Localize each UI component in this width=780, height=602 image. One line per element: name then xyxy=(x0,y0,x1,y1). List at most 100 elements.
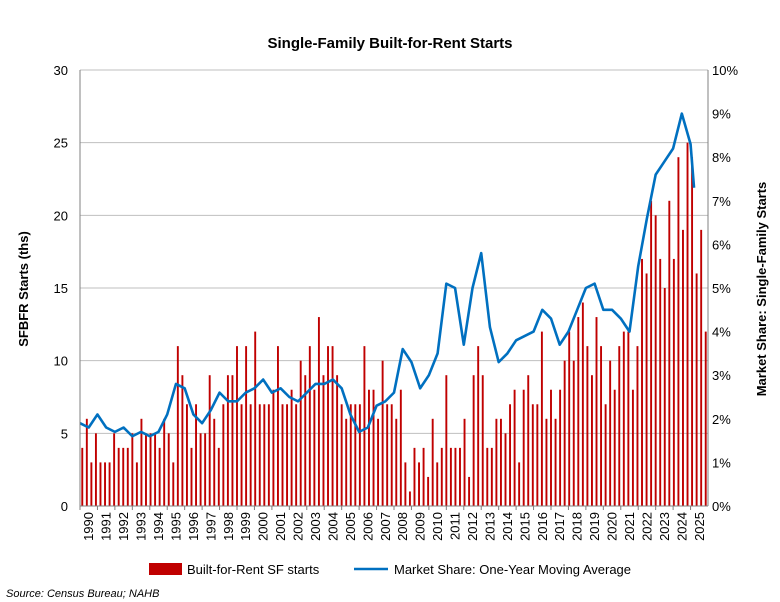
bar xyxy=(463,418,466,506)
x-tick-label: 2012 xyxy=(465,512,480,541)
bar xyxy=(540,331,543,506)
x-tick-label: 2017 xyxy=(552,512,567,541)
x-tick-label: 1996 xyxy=(186,512,201,541)
chart-title: Single-Family Built-for-Rent Starts xyxy=(267,35,512,52)
bar xyxy=(299,360,302,506)
source-note: Source: Census Bureau; NAHB xyxy=(6,588,159,600)
bar xyxy=(154,433,157,506)
bar xyxy=(563,360,566,506)
bar xyxy=(445,375,448,506)
bar xyxy=(404,462,407,506)
bar xyxy=(172,462,175,506)
bar xyxy=(531,404,534,506)
x-tick-label: 1997 xyxy=(203,512,218,541)
bar xyxy=(217,447,220,506)
bar xyxy=(85,418,88,506)
x-tick-label: 2003 xyxy=(308,512,323,541)
bar xyxy=(481,375,484,506)
y2-tick-label: 10% xyxy=(712,63,738,78)
bar xyxy=(236,346,238,506)
bar xyxy=(472,375,475,506)
bar xyxy=(90,462,93,506)
bar xyxy=(340,404,343,506)
x-tick-label: 2007 xyxy=(378,512,393,541)
y-tick-label: 15 xyxy=(54,281,68,296)
bar xyxy=(204,433,207,506)
bar xyxy=(368,389,370,506)
bar xyxy=(618,346,621,506)
bar xyxy=(226,375,229,506)
bar xyxy=(263,404,266,506)
bar xyxy=(399,389,402,506)
bar xyxy=(99,462,102,506)
bar xyxy=(536,404,539,506)
x-tick-label: 1994 xyxy=(151,512,166,541)
legend-swatch-bar xyxy=(149,563,182,575)
x-tick-label: 2000 xyxy=(256,512,271,541)
bar xyxy=(704,331,707,506)
bar xyxy=(468,476,471,506)
bar xyxy=(290,389,293,506)
bar xyxy=(604,404,607,506)
bar xyxy=(272,389,275,506)
bar xyxy=(509,404,511,506)
y-tick-label: 10 xyxy=(54,354,68,369)
bar xyxy=(140,418,143,506)
bar xyxy=(176,346,179,506)
bar xyxy=(327,346,329,506)
bar xyxy=(677,157,680,506)
bar xyxy=(490,447,493,506)
market-share-line xyxy=(79,112,696,438)
bar xyxy=(645,273,648,506)
y2-tick-label: 9% xyxy=(712,107,731,122)
x-tick-label: 2010 xyxy=(430,512,445,541)
bar xyxy=(504,433,507,506)
bar xyxy=(613,389,616,506)
x-tick-label: 2009 xyxy=(413,512,428,541)
legend: Built-for-Rent SF starts Market Share: O… xyxy=(149,562,631,577)
x-tick-label: 2024 xyxy=(674,512,689,541)
bar xyxy=(609,360,612,506)
bar xyxy=(440,447,443,506)
x-tick-label: 2011 xyxy=(448,512,463,540)
bar xyxy=(631,389,634,506)
bar xyxy=(659,258,662,506)
bar xyxy=(431,418,434,506)
bar xyxy=(313,389,316,506)
bar xyxy=(695,273,698,506)
bar xyxy=(240,404,243,506)
x-tick-label: 2004 xyxy=(325,512,340,541)
y2-tick-label: 5% xyxy=(712,281,731,296)
bar xyxy=(654,215,657,506)
bar xyxy=(691,157,694,506)
bar xyxy=(668,200,671,507)
y-tick-label: 25 xyxy=(54,136,68,151)
y2-tick-label: 4% xyxy=(712,325,731,340)
x-tick-label: 1999 xyxy=(238,512,253,541)
bar xyxy=(167,433,170,506)
bar xyxy=(254,331,257,506)
bar xyxy=(145,433,147,506)
bar xyxy=(454,447,457,506)
bar xyxy=(650,200,653,507)
bar xyxy=(336,375,339,506)
y2-tick-label: 2% xyxy=(712,412,731,427)
right-axis-ticks: 0% 1% 2% 3% 4% 5% 6% 7% 8% 9% 10% xyxy=(712,63,738,514)
bar xyxy=(113,433,116,506)
bar xyxy=(149,433,152,506)
bar xyxy=(304,375,307,506)
bar xyxy=(595,317,598,506)
bar xyxy=(381,360,384,506)
bar xyxy=(199,433,202,506)
x-tick-label: 2005 xyxy=(343,512,358,541)
bar xyxy=(436,462,439,506)
bar xyxy=(581,302,584,506)
bar xyxy=(663,288,666,506)
grid xyxy=(80,69,708,507)
bar xyxy=(499,418,502,506)
legend-label-bar: Built-for-Rent SF starts xyxy=(187,562,320,577)
x-tick-label: 2008 xyxy=(395,512,410,541)
bar xyxy=(427,476,430,506)
left-axis-ticks: 0 5 10 15 20 25 30 xyxy=(54,63,68,514)
bar xyxy=(682,229,684,506)
